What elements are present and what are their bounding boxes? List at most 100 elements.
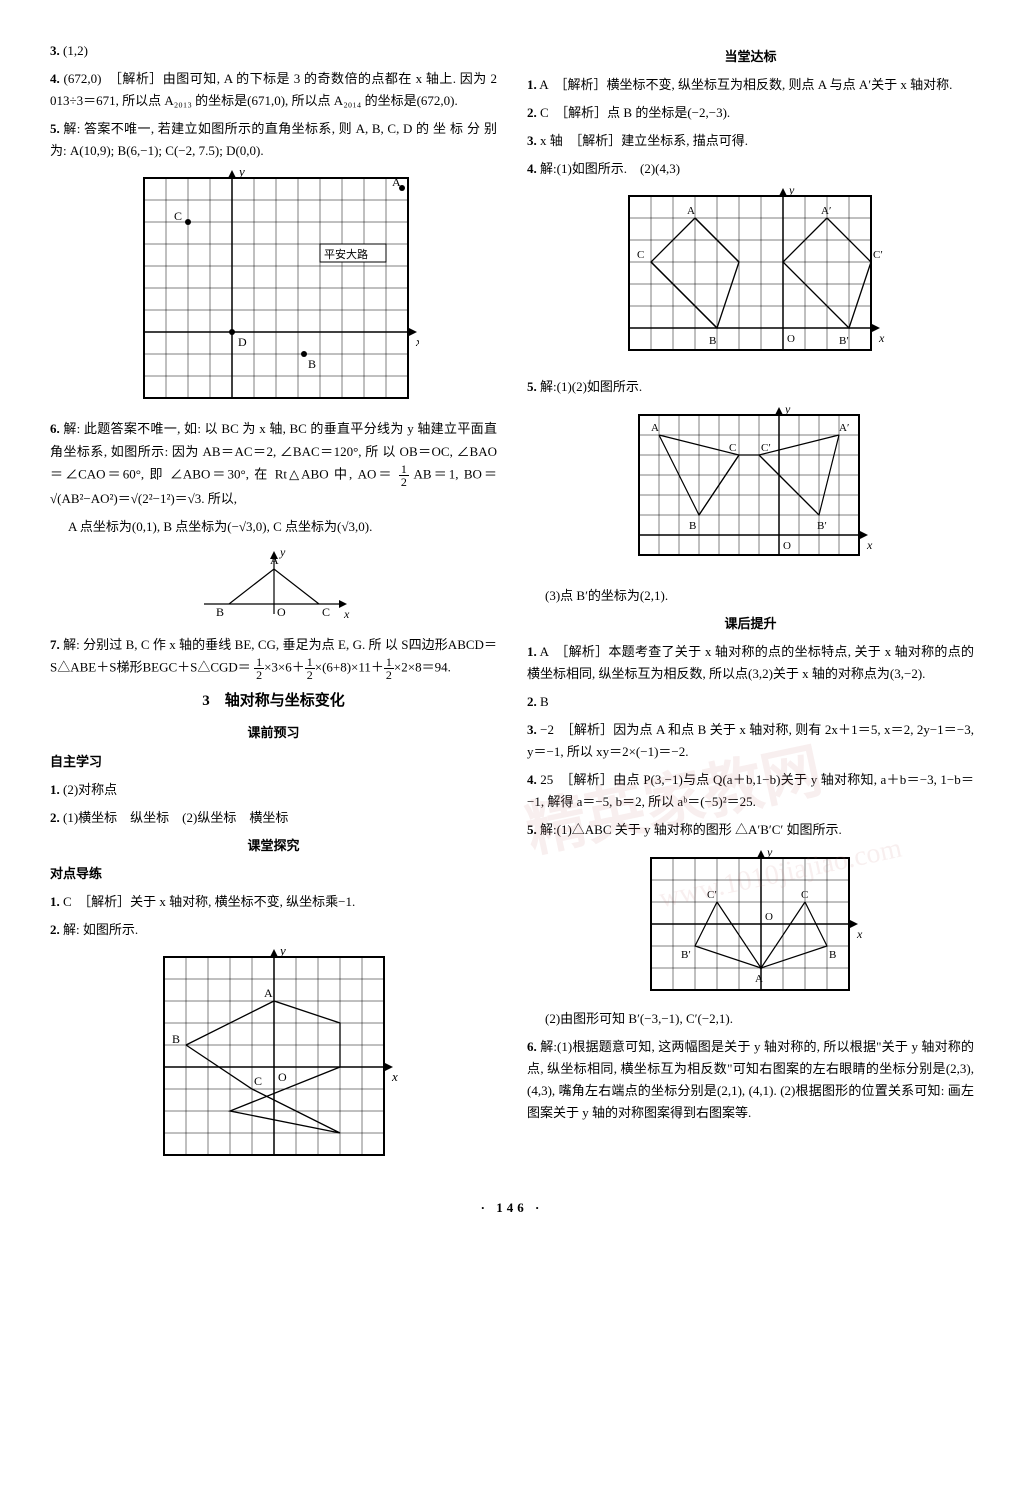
- chart-k5: C′ C B′ B A O y x: [636, 848, 866, 998]
- k3: 3. −2 ［解析］因为点 A 和点 B 关于 x 轴对称, 则有 2x＋1＝5…: [527, 719, 974, 763]
- q5: 5. 解: 答案不唯一, 若建立如图所示的直角坐标系, 则 A, B, C, D…: [50, 118, 497, 162]
- svg-text:y: y: [766, 848, 773, 859]
- q3-text: (1,2): [63, 43, 88, 58]
- d1-num: 1.: [50, 894, 60, 909]
- section3-title: 3 轴对称与坐标变化: [50, 689, 497, 715]
- r4-text: 解:(1)如图所示. (2)(4,3): [540, 161, 680, 176]
- right-column: 当堂达标 1. A ［解析］横坐标不变, 纵坐标互为相反数, 则点 A 与点 A…: [527, 40, 974, 1177]
- svg-text:x: x: [856, 927, 863, 941]
- svg-text:y: y: [278, 947, 286, 958]
- k5: 5. 解:(1)△ABC 关于 y 轴对称的图形 △A′B′C′ 如图所示.: [527, 819, 974, 841]
- q4: 4. (672,0) ［解析］由图可知, A 的下标是 3 的奇数倍的点都在 x…: [50, 68, 497, 112]
- duidian-heading: 对点导练: [50, 863, 497, 885]
- d2: 2. 解: 如图所示.: [50, 919, 497, 941]
- k5-num: 5.: [527, 822, 537, 837]
- q4-num: 4.: [50, 71, 60, 86]
- k5-text: 解:(1)△ABC 关于 y 轴对称的图形 △A′B′C′ 如图所示.: [540, 822, 842, 837]
- d1-text: C ［解析］关于 x 轴对称, 横坐标不变, 纵坐标乘−1.: [63, 894, 355, 909]
- chart-r5: A A′ C C′ B B′ O y x: [621, 405, 881, 575]
- k4-text: 25 ［解析］由点 P(3,−1)与点 Q(a＋b,1−b)关于 y 轴对称知,…: [527, 772, 974, 809]
- page-two-column: 3. (1,2) 4. (672,0) ［解析］由图可知, A 的下标是 3 的…: [50, 40, 974, 1177]
- q7-num: 7.: [50, 637, 60, 652]
- svg-text:y: y: [237, 168, 245, 179]
- svg-text:D: D: [238, 335, 247, 349]
- svg-text:C′: C′: [873, 249, 883, 261]
- svg-text:A′: A′: [839, 422, 849, 434]
- svg-text:B: B: [308, 357, 316, 371]
- frac-half-1: 12: [399, 463, 409, 488]
- q7-mid: ×3×6＋: [264, 659, 305, 674]
- frac-half-3: 12: [305, 656, 315, 681]
- svg-text:B: B: [709, 335, 716, 347]
- svg-text:x: x: [343, 607, 350, 621]
- q5-num: 5.: [50, 121, 60, 136]
- k4-num: 4.: [527, 772, 537, 787]
- svg-text:B′: B′: [681, 949, 691, 961]
- r3: 3. x 轴 ［解析］建立坐标系, 描点可得.: [527, 130, 974, 152]
- z1: 1. (2)对称点: [50, 779, 497, 801]
- svg-text:x: x: [391, 1069, 398, 1084]
- svg-text:C: C: [801, 889, 808, 901]
- frac-half-2: 12: [254, 656, 264, 681]
- dd-heading: 当堂达标: [527, 46, 974, 68]
- preclass-heading: 课前预习: [50, 722, 497, 744]
- r5: 5. 解:(1)(2)如图所示.: [527, 376, 974, 398]
- k3-num: 3.: [527, 722, 537, 737]
- svg-text:A: A: [392, 175, 401, 189]
- svg-text:A: A: [264, 986, 273, 1000]
- svg-text:A: A: [270, 553, 279, 567]
- svg-text:O: O: [277, 605, 286, 619]
- svg-text:A: A: [755, 973, 763, 985]
- svg-text:y: y: [784, 405, 791, 416]
- z1-text: (2)对称点: [63, 782, 117, 797]
- r5b: (3)点 B′的坐标为(2,1).: [527, 585, 974, 607]
- svg-text:C′: C′: [761, 442, 771, 454]
- left-column: 3. (1,2) 4. (672,0) ［解析］由图可知, A 的下标是 3 的…: [50, 40, 497, 1177]
- r1-text: A ［解析］横坐标不变, 纵坐标互为相反数, 则点 A 与点 A′关于 x 轴对…: [539, 77, 952, 92]
- z2-num: 2.: [50, 810, 60, 825]
- k6-num: 6.: [527, 1039, 537, 1054]
- svg-text:A′: A′: [821, 205, 831, 217]
- q6: 6. 解: 此题答案不唯一, 如: 以 BC 为 x 轴, BC 的垂直平分线为…: [50, 418, 497, 509]
- frac-half-4: 12: [384, 656, 394, 681]
- svg-text:C: C: [322, 605, 330, 619]
- k2-text: B: [540, 694, 549, 709]
- k2: 2. B: [527, 691, 974, 713]
- svg-text:B: B: [172, 1032, 180, 1046]
- z2-text: (1)横坐标 纵坐标 (2)纵坐标 横坐标: [63, 810, 288, 825]
- r1-num: 1.: [527, 77, 537, 92]
- k1-text: A ［解析］本题考查了关于 x 轴对称的点的坐标特点, 关于 x 轴对称的点的横…: [527, 644, 974, 681]
- k6: 6. 解:(1)根据题意可知, 这两幅图是关于 y 轴对称的, 所以根据"关于 …: [527, 1036, 974, 1124]
- chart-d2: y x A B C O: [144, 947, 404, 1167]
- svg-text:B: B: [689, 520, 696, 532]
- r1: 1. A ［解析］横坐标不变, 纵坐标互为相反数, 则点 A 与点 A′关于 x…: [527, 74, 974, 96]
- k1: 1. A ［解析］本题考查了关于 x 轴对称的点的坐标特点, 关于 x 轴对称的…: [527, 641, 974, 685]
- q7-mid3: ×2×8＝94.: [394, 659, 451, 674]
- q5-text: 解: 答案不唯一, 若建立如图所示的直角坐标系, 则 A, B, C, D 的 …: [50, 121, 497, 158]
- svg-text:C: C: [174, 209, 182, 223]
- d2-text: 解: 如图所示.: [63, 922, 138, 937]
- q3-num: 3.: [50, 43, 60, 58]
- chart-q6: A B C O x y: [174, 544, 374, 624]
- inclass-heading: 课堂探究: [50, 835, 497, 857]
- r4-num: 4.: [527, 161, 537, 176]
- r5-text: 解:(1)(2)如图所示.: [540, 379, 642, 394]
- q3: 3. (1,2): [50, 40, 497, 62]
- k6-text: 解:(1)根据题意可知, 这两幅图是关于 y 轴对称的, 所以根据"关于 y 轴…: [527, 1039, 974, 1120]
- zizhu-heading: 自主学习: [50, 751, 497, 773]
- q4-text: (672,0) ［解析］由图可知, A 的下标是 3 的奇数倍的点都在 x 轴上…: [50, 71, 497, 108]
- r2-num: 2.: [527, 105, 537, 120]
- svg-text:A: A: [687, 205, 695, 217]
- r2-text: C ［解析］点 B 的坐标是(−2,−3).: [540, 105, 730, 120]
- k2-num: 2.: [527, 694, 537, 709]
- q6-post: A 点坐标为(0,1), B 点坐标为(−√3,0), C 点坐标为(√3,0)…: [50, 516, 497, 538]
- kehou-heading: 课后提升: [527, 613, 974, 635]
- k5b: (2)由图形可知 B′(−3,−1), C′(−2,1).: [527, 1008, 974, 1030]
- svg-text:O: O: [278, 1070, 287, 1084]
- r2: 2. C ［解析］点 B 的坐标是(−2,−3).: [527, 102, 974, 124]
- q7-mid2: ×(6+8)×11＋: [315, 659, 384, 674]
- svg-text:平安大路: 平安大路: [324, 247, 368, 261]
- r5-num: 5.: [527, 379, 537, 394]
- svg-text:C: C: [637, 249, 644, 261]
- svg-text:x: x: [878, 331, 885, 345]
